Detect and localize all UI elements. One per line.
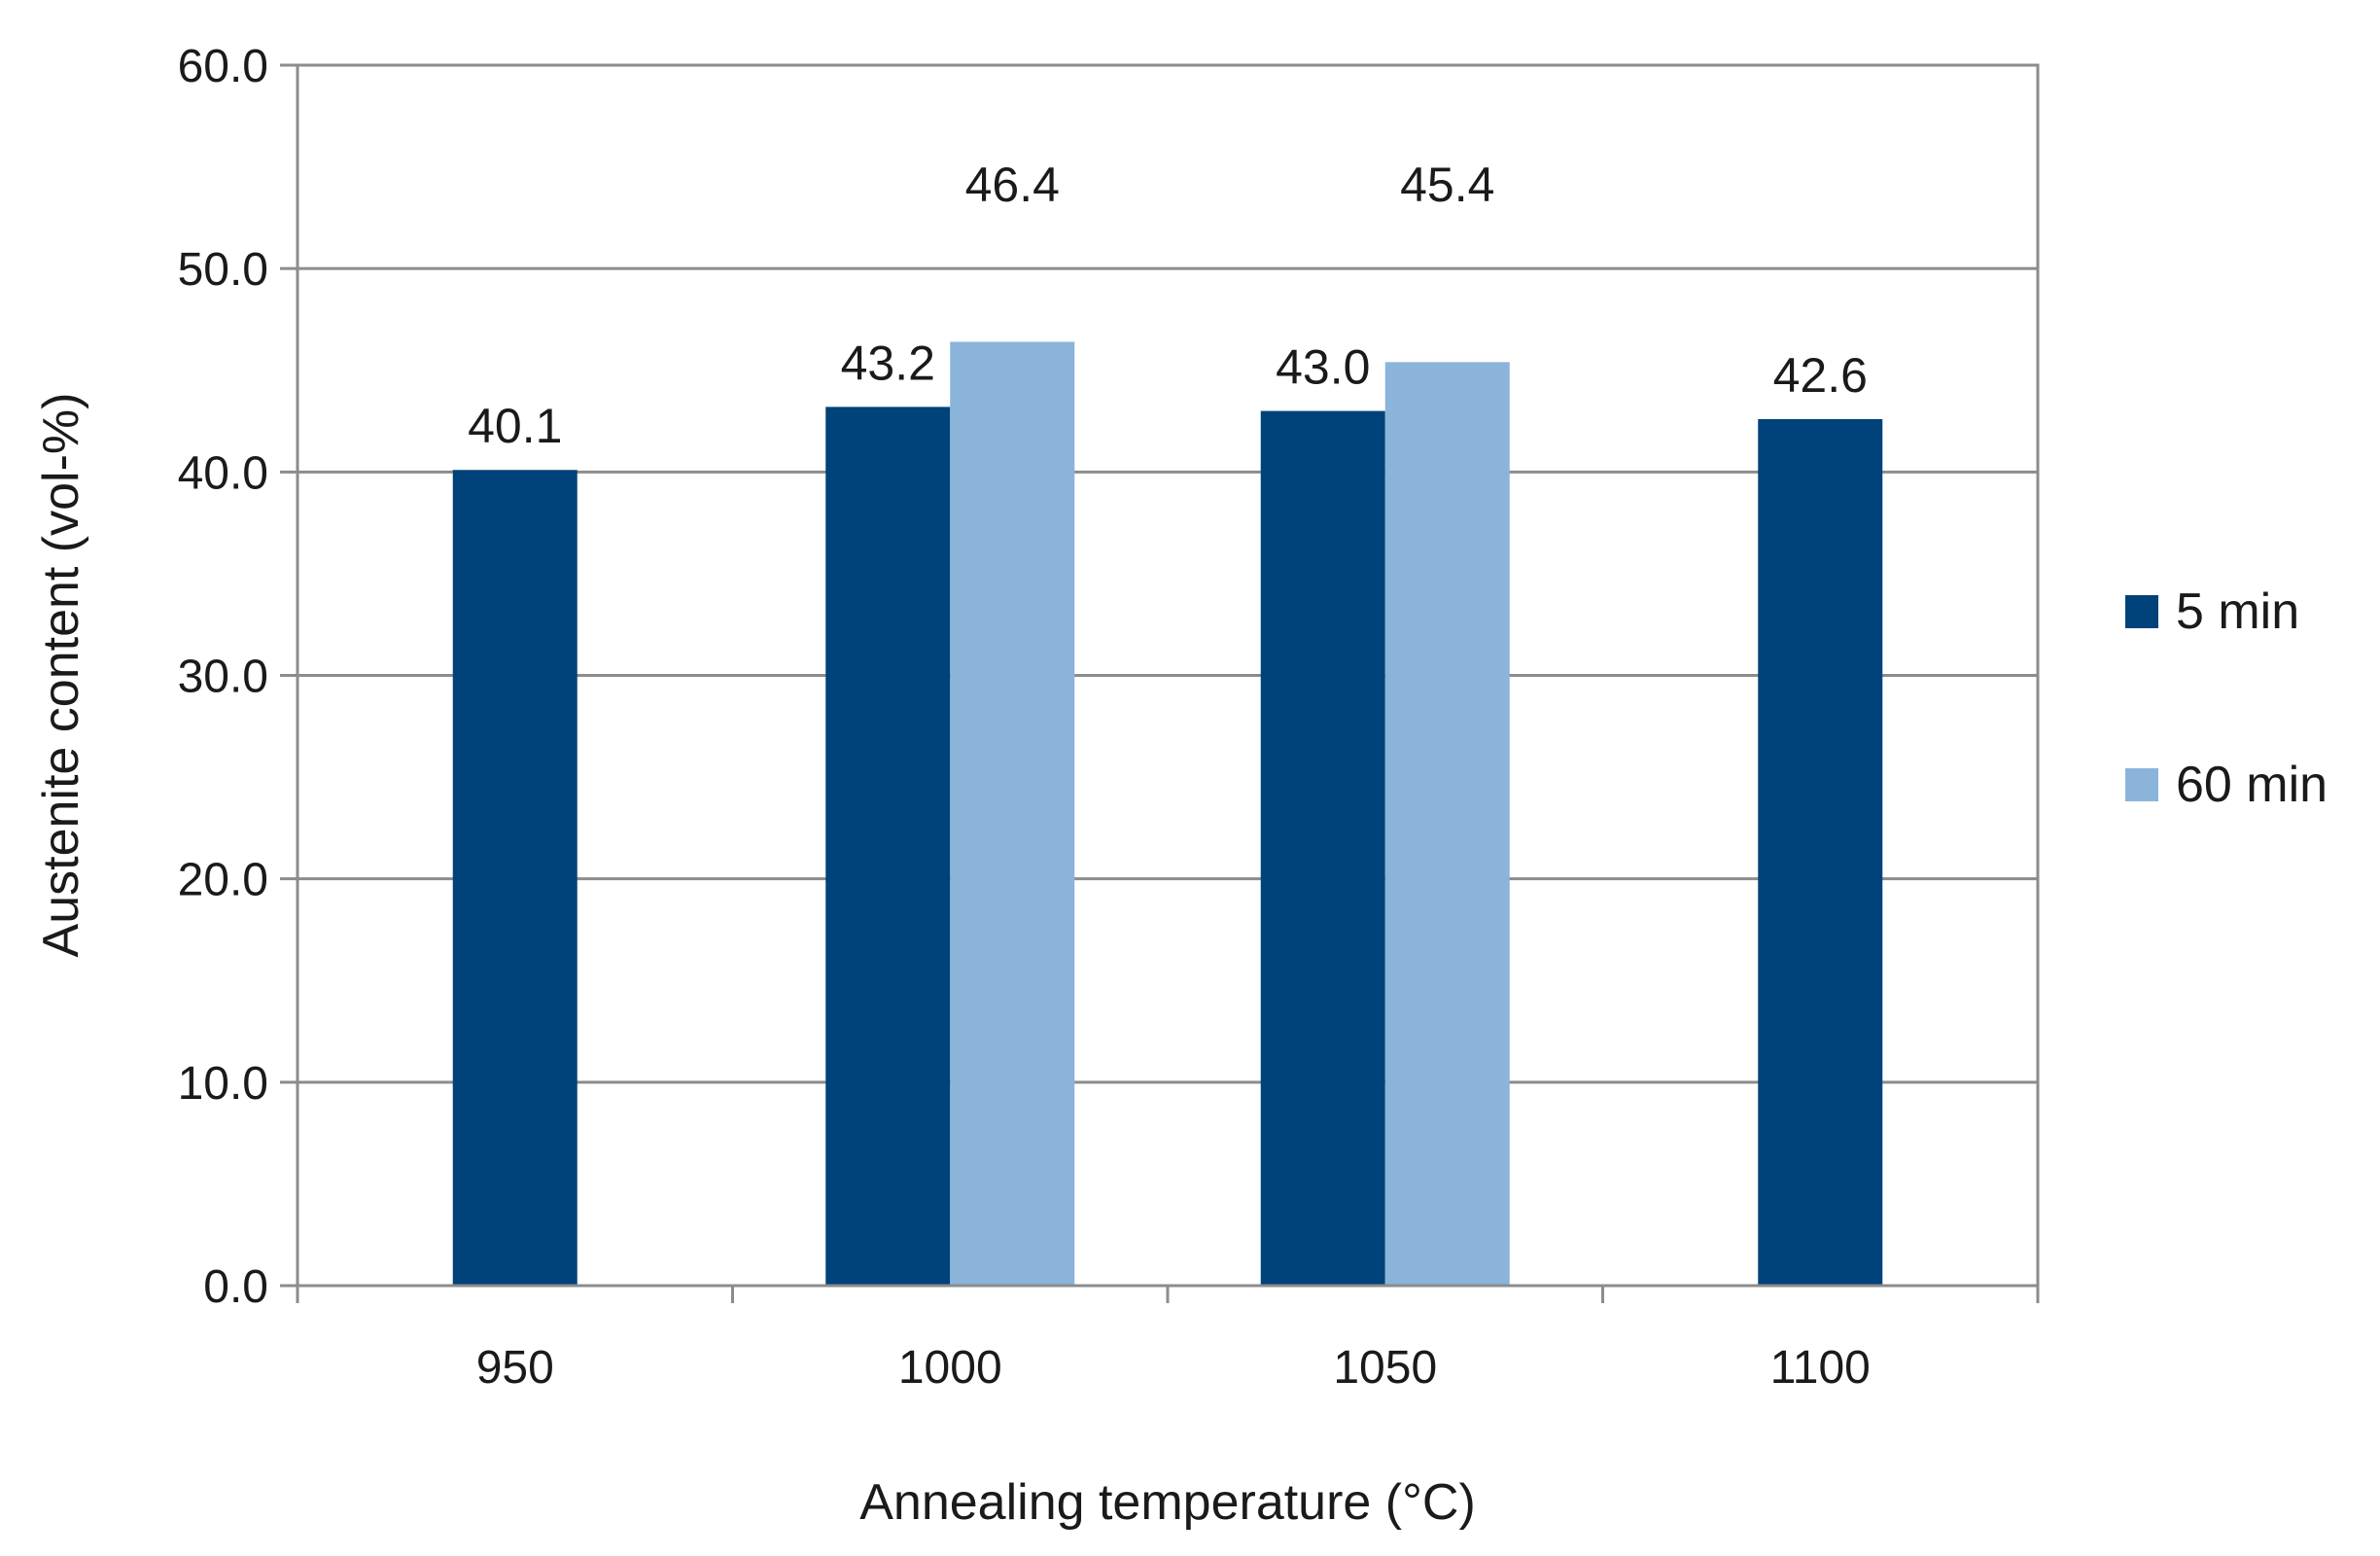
data-label-1000-5min: 43.2 [841, 336, 935, 390]
y-tick-label-2: 20.0 [178, 855, 268, 906]
y-tick-label-4: 40.0 [178, 447, 268, 499]
y-tick-label-6: 60.0 [178, 41, 268, 92]
data-labels: 40.1 43.2 46.4 43.0 45.4 42.6 [468, 158, 1868, 453]
y-tick-label-3: 30.0 [178, 652, 268, 703]
x-tick-label-1000: 1000 [898, 1342, 1002, 1394]
data-label-1050-5min: 43.0 [1276, 340, 1370, 395]
data-label-950-5min: 40.1 [468, 399, 562, 453]
x-tick-label-1100: 1100 [1770, 1342, 1871, 1394]
legend-swatch-60min [2125, 768, 2158, 801]
y-tick-label-5: 50.0 [178, 244, 268, 296]
bar-1050-5min [1260, 410, 1385, 1286]
y-tick-label-0: 0.0 [203, 1261, 268, 1313]
x-axis-title: Annealing temperature (°C) [859, 1474, 1476, 1531]
gridlines [298, 63, 2038, 1084]
bar-1050-60min [1384, 362, 1510, 1287]
legend: 5 min 60 min [2125, 584, 2328, 813]
bar-1000-60min [950, 341, 1075, 1286]
tick-labels: 0.0 10.0 20.0 30.0 40.0 50.0 60.0 950 1000 1050 11… [178, 41, 1871, 1394]
data-label-1000-60min: 46.4 [965, 158, 1060, 212]
bar-1100-5min [1758, 418, 1883, 1286]
x-tick-label-1050: 1050 [1333, 1342, 1437, 1394]
bar-1000-5min [825, 407, 951, 1286]
legend-swatch-5min [2125, 595, 2158, 628]
data-label-1100-5min: 42.6 [1773, 348, 1868, 403]
data-label-1050-60min: 45.4 [1400, 158, 1494, 212]
bar-950-5min [452, 470, 578, 1286]
x-tick-label-950: 950 [476, 1342, 554, 1394]
bars [452, 341, 1883, 1287]
y-tick-label-1: 10.0 [178, 1058, 268, 1110]
legend-label-60min: 60 min [2176, 757, 2328, 813]
legend-label-5min: 5 min [2176, 584, 2299, 640]
y-axis-title: Austenite content (vol-%) [33, 393, 89, 958]
